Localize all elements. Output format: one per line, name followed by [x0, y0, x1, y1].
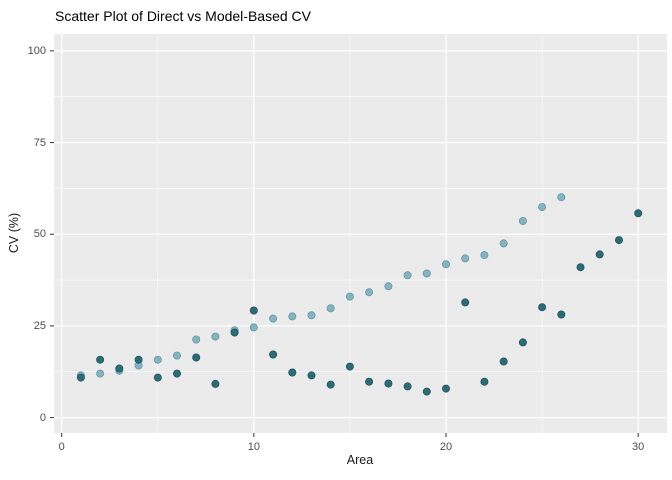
point-model-based-cv: [461, 254, 470, 263]
x-tick-label: 10: [247, 441, 260, 453]
x-axis-title: Area: [346, 453, 374, 467]
point-direct-cv: [326, 380, 335, 389]
x-tick-label: 30: [632, 441, 645, 453]
point-direct-cv: [480, 377, 489, 386]
point-direct-cv: [538, 303, 547, 312]
point-direct-cv: [345, 362, 354, 371]
x-tick-label: 20: [439, 441, 453, 453]
point-direct-cv: [115, 364, 124, 373]
point-direct-cv: [96, 355, 105, 364]
point-direct-cv: [422, 387, 431, 396]
point-direct-cv: [499, 357, 508, 366]
point-direct-cv: [307, 371, 316, 380]
y-tick-label: 50: [33, 228, 46, 241]
point-direct-cv: [172, 369, 181, 378]
point-model-based-cv: [326, 304, 335, 313]
point-direct-cv: [557, 310, 566, 319]
point-direct-cv: [269, 350, 278, 359]
y-tick-label: 25: [33, 319, 46, 332]
point-model-based-cv: [384, 282, 393, 291]
point-direct-cv: [134, 355, 143, 364]
point-direct-cv: [384, 379, 393, 388]
point-direct-cv: [403, 382, 412, 391]
point-direct-cv: [249, 306, 258, 315]
point-direct-cv: [192, 353, 201, 362]
point-model-based-cv: [365, 288, 374, 297]
point-direct-cv: [576, 263, 585, 272]
point-model-based-cv: [538, 203, 547, 212]
point-model-based-cv: [480, 251, 489, 260]
point-direct-cv: [230, 328, 239, 337]
point-model-based-cv: [153, 355, 162, 364]
y-tick-label: 0: [39, 411, 46, 424]
point-model-based-cv: [441, 260, 450, 269]
chart-title: Scatter Plot of Direct vs Model-Based CV: [55, 8, 311, 24]
point-model-based-cv: [211, 332, 220, 341]
point-direct-cv: [595, 250, 604, 259]
point-direct-cv: [211, 379, 220, 388]
point-direct-cv: [288, 368, 297, 377]
point-model-based-cv: [288, 312, 297, 321]
point-direct-cv: [461, 298, 470, 307]
point-model-based-cv: [307, 311, 316, 320]
panel-background: [54, 34, 667, 433]
point-model-based-cv: [403, 271, 412, 280]
y-tick-label: 100: [27, 44, 46, 57]
point-model-based-cv: [192, 335, 201, 344]
point-direct-cv: [518, 338, 527, 347]
point-model-based-cv: [172, 351, 181, 360]
point-model-based-cv: [345, 292, 354, 301]
point-model-based-cv: [249, 323, 258, 332]
point-direct-cv: [615, 236, 624, 245]
point-model-based-cv: [269, 314, 278, 323]
point-direct-cv: [441, 384, 450, 393]
point-model-based-cv: [518, 216, 527, 225]
point-direct-cv: [153, 373, 162, 382]
point-direct-cv: [634, 209, 643, 218]
x-tick-label: 0: [58, 441, 65, 453]
point-model-based-cv: [422, 269, 431, 278]
point-direct-cv: [76, 373, 85, 382]
point-model-based-cv: [499, 239, 508, 248]
point-model-based-cv: [557, 193, 566, 202]
point-model-based-cv: [96, 369, 105, 378]
y-tick-label: 75: [33, 136, 46, 149]
point-direct-cv: [365, 377, 374, 386]
